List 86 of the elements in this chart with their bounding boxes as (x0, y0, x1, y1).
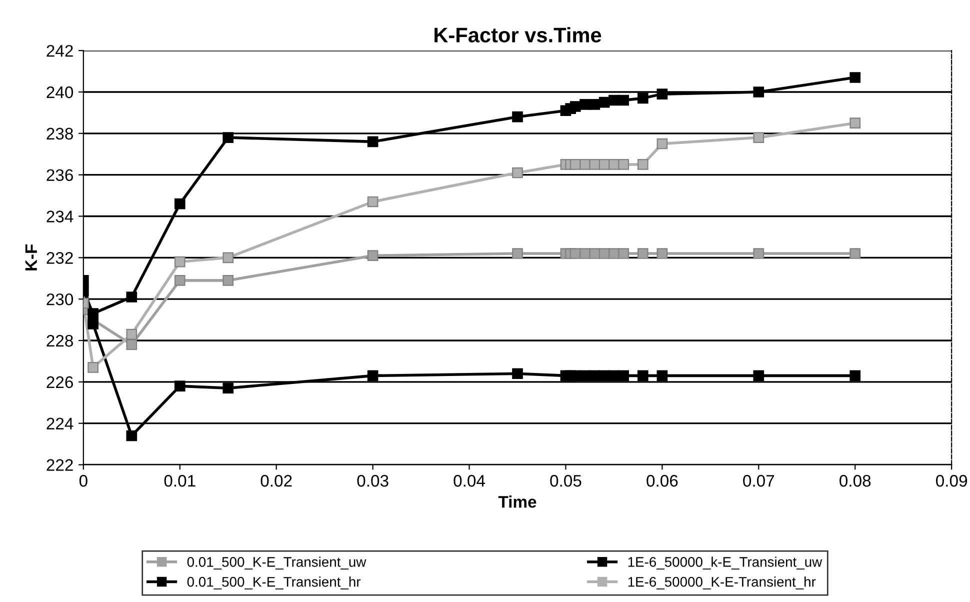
x-tick-label: 0.02 (260, 474, 292, 487)
point (126, 292, 138, 302)
legend-label: 1E-6_50000_K-E-Transient_hr (628, 576, 816, 590)
point (126, 430, 138, 442)
point (126, 339, 138, 350)
point (570, 248, 581, 259)
point (367, 136, 378, 148)
point (88, 318, 98, 330)
y-tick-label: 232 (46, 252, 73, 264)
point (88, 308, 98, 319)
x-tick-label: 0.08 (840, 474, 871, 487)
point (589, 248, 600, 259)
y-tick-label: 222 (46, 459, 73, 471)
point (598, 248, 610, 259)
chart-title: K-Factor vs.Time (434, 27, 602, 42)
point (850, 370, 861, 382)
point (174, 275, 186, 286)
point (850, 72, 861, 83)
point (608, 159, 620, 170)
legend-label: 0.01_500_K-E_Transient_hr (187, 576, 361, 590)
point (656, 88, 668, 100)
x-tick-label: 0.06 (646, 474, 678, 487)
point (598, 96, 610, 108)
point (512, 248, 523, 259)
point (222, 275, 234, 286)
point (222, 252, 234, 264)
x-tick-label: 0.01 (164, 474, 196, 487)
point (637, 92, 648, 104)
point (589, 159, 600, 170)
point (512, 167, 523, 178)
x-tick-label: 0.03 (357, 474, 388, 487)
point (753, 370, 764, 382)
point (753, 248, 764, 259)
point (589, 370, 600, 382)
y-tick-label: 240 (46, 86, 74, 98)
point (367, 196, 378, 208)
point (367, 370, 378, 382)
point (618, 248, 630, 259)
x-tick-label: 0 (79, 474, 88, 487)
point (637, 159, 648, 170)
point (570, 101, 581, 112)
point (88, 362, 98, 373)
point (367, 250, 378, 261)
point (656, 248, 668, 259)
point (570, 159, 581, 170)
point (174, 256, 186, 268)
point (174, 380, 186, 392)
point (618, 94, 630, 106)
legend-label: 0.01_500_K-E_Transient_uw (187, 556, 366, 570)
point (753, 132, 764, 143)
point (656, 138, 668, 150)
point (850, 118, 861, 128)
point (126, 328, 138, 340)
point (512, 368, 523, 380)
legend-label: 1E-6_50000_k-E_Transient_uw (628, 556, 822, 570)
point (598, 159, 610, 170)
x-tick-label: 0.04 (454, 474, 485, 487)
point (850, 248, 861, 259)
y-tick-label: 228 (46, 334, 73, 347)
point (637, 248, 648, 259)
x-tick-label: 0.07 (743, 474, 774, 487)
x-tick-label: 0.09 (936, 474, 967, 487)
point (753, 86, 764, 98)
y-tick-label: 238 (46, 128, 73, 140)
y-tick-label: 226 (46, 376, 73, 388)
y-tick-label: 230 (46, 293, 74, 306)
point (580, 159, 590, 170)
x-axis-title: Time (498, 496, 536, 508)
point (222, 132, 234, 143)
point (580, 98, 590, 110)
point (618, 159, 630, 170)
point (222, 382, 234, 394)
y-axis-title: K-F (25, 244, 37, 270)
point (512, 111, 523, 122)
point (656, 370, 668, 382)
y-tick-label: 242 (46, 44, 73, 57)
point (580, 248, 590, 259)
y-tick-label: 234 (46, 210, 74, 222)
point (589, 98, 600, 110)
y-tick-label: 224 (46, 418, 74, 430)
point (637, 370, 648, 382)
point (608, 248, 620, 259)
point (618, 370, 630, 382)
y-tick-label: 236 (46, 169, 73, 182)
point (174, 198, 186, 210)
x-tick-label: 0.05 (550, 474, 582, 487)
